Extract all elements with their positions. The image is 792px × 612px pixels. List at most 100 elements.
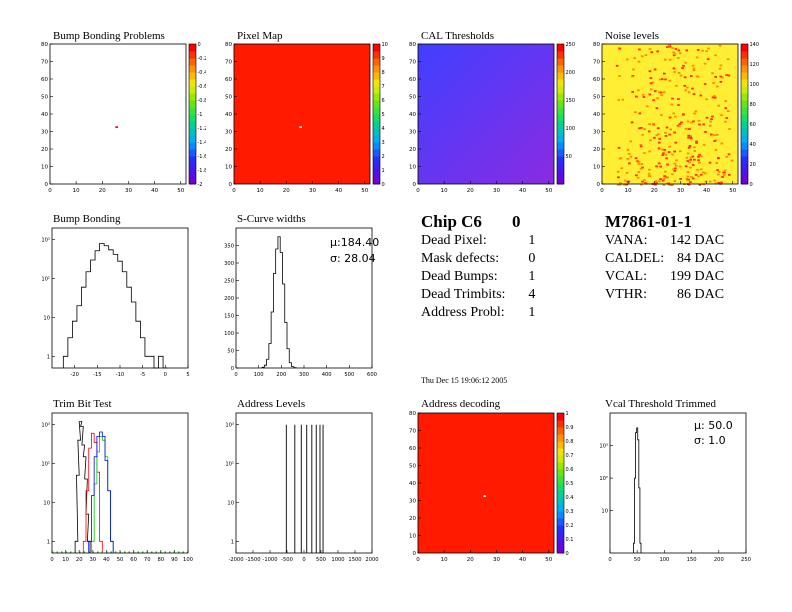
y-tick-label: 350 [224,244,234,250]
colorbar-frame [556,43,565,185]
noise-pixel [637,161,641,163]
stat-sigma: σ: 28.04 [330,252,376,265]
y-tick-label: 20 [593,147,600,153]
module-dac-row: VANA: 142 DAC [605,232,724,250]
noise-pixel [713,95,716,97]
colorbar-cell [741,79,748,87]
noise-pixel [634,111,637,114]
noise-pixel [702,171,705,174]
y-tick-label: 80 [41,42,48,48]
colorbar-cell [189,114,196,122]
y-tick-label: 0 [597,182,601,188]
colorbar-cell [373,58,380,66]
noise-pixel [714,182,717,185]
noise-pixel [698,183,702,186]
x-tick-label: 30 [493,188,500,194]
noise-pixel [699,168,703,171]
noise-pixel [717,182,720,184]
noise-pixel [662,177,666,180]
y-tick-label: 60 [593,77,600,83]
plot-frame [235,412,373,554]
noise-pixel [691,64,695,67]
noise-pixel [672,54,676,57]
module-label: M7861-01-1 [605,212,692,231]
chip-stat-value: 1 [528,305,536,320]
noise-pixel [638,48,641,51]
noise-pixel [723,169,727,172]
colorbar-cell [373,163,380,171]
colorbar-label: 0.1 [566,537,574,543]
noise-pixel [648,70,652,73]
colorbar-cell [373,121,380,129]
noise-pixel [682,113,685,116]
noise-pixel [673,170,677,172]
noise-pixel [687,91,691,94]
colorbar-cell [557,170,564,178]
plot-frame [51,227,189,369]
noise-pixel [681,67,684,69]
noise-pixel [688,161,691,164]
y-tick-label: 40 [409,112,416,118]
colorbar-label: 100 [566,126,576,132]
noise-pixel [713,179,716,182]
x-tick-label: 0 [50,557,53,563]
noise-pixel [655,165,658,168]
noise-pixel [656,97,659,100]
noise-pixel [650,51,654,54]
noise-pixel [697,155,700,158]
colorbar-cell [189,100,196,108]
x-tick-label: 20 [283,188,290,194]
noise-pixel [661,78,664,81]
noise-pixel [648,150,651,153]
noise-pixel [686,86,689,89]
noise-pixel [714,54,717,57]
colorbar-cell [557,420,564,428]
noise-pixel [695,142,698,144]
y-tick-label: 40 [225,112,232,118]
chip-stat-label: Dead Bumps: [421,269,498,284]
noise-pixel [704,180,708,183]
noise-pixel [662,152,665,155]
colorbar-label: 0.6 [566,467,574,473]
noise-pixel [657,147,661,150]
noise-pixel [641,166,644,169]
noise-pixel [659,91,663,94]
y-tick-label: 20 [225,147,232,153]
noise-pixel [630,121,634,124]
noise-pixel [697,175,700,178]
noise-pixel [625,171,629,174]
colorbar-cell [189,128,196,136]
chip-stat-label: Address Probl: [421,305,505,320]
noise-pixel [726,58,730,61]
colorbar-cell [557,448,564,456]
noise-pixel [625,183,629,186]
noise-pixel [616,170,620,173]
module-dac-label: VCAL: [605,269,647,284]
colorbar-cell [189,58,196,66]
colorbar-label: 80 [750,102,756,108]
noise-pixel [663,72,666,75]
x-tick-label: 100 [254,372,264,378]
colorbar-label: 7 [382,84,385,90]
noise-pixel [720,114,723,116]
x-tick-label: 20 [467,188,474,194]
noise-pixel [675,164,678,167]
colorbar-cell [741,107,748,115]
noise-pixel [660,148,664,151]
colorbar-cell [373,65,380,73]
colorbar-label: 0.9 [566,425,574,431]
colorbar-cell [557,128,564,136]
colorbar-cell [741,72,748,80]
noise-pixel [727,153,731,156]
x-tick-label: 40 [335,188,342,194]
noise-pixel [680,121,683,124]
noise-pixel [648,48,652,50]
x-tick-label: 150 [687,557,697,563]
noise-pixel [718,44,722,47]
colorbar-cell [557,434,564,442]
noise-pixel [713,96,717,99]
noise-pixel [661,179,665,182]
noise-pixel [672,168,675,171]
noise-pixel [679,74,683,77]
colorbar-label: 100 [750,82,760,88]
